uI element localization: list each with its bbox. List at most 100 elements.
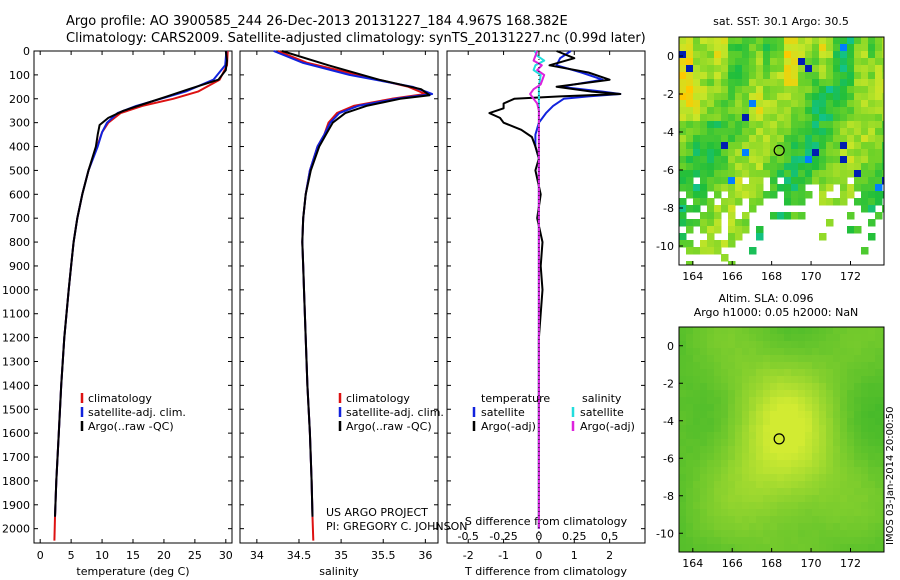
sst-cell xyxy=(784,156,792,164)
sla-cell xyxy=(791,404,799,412)
sst-cell xyxy=(847,72,855,80)
sst-cell xyxy=(819,142,827,150)
sla-cell xyxy=(756,418,764,426)
sst-cell xyxy=(784,149,792,157)
sla-cell xyxy=(728,516,736,524)
sst-cell xyxy=(770,51,778,59)
sst-cell xyxy=(728,79,736,87)
x-tick-label: 30 xyxy=(219,549,233,562)
sla-cell xyxy=(721,362,729,370)
sst-cell xyxy=(728,72,736,80)
sst-cell xyxy=(707,177,715,185)
sla-cell xyxy=(777,362,785,370)
sla-cell xyxy=(840,348,848,356)
sla-cell xyxy=(840,327,848,335)
sla-cell xyxy=(686,418,694,426)
sla-cell xyxy=(756,334,764,342)
sst-cell xyxy=(833,51,841,59)
x-tick-label: 0 xyxy=(535,549,542,562)
sla-cell xyxy=(784,544,792,552)
sla-cell xyxy=(693,327,701,335)
sst-cell xyxy=(798,121,806,129)
sla-cell xyxy=(784,404,792,412)
sst-cell xyxy=(707,240,715,248)
sla-cell xyxy=(847,390,855,398)
sla-cell xyxy=(686,474,694,482)
sst-cell xyxy=(791,149,799,157)
sst-cell xyxy=(714,65,722,73)
sla-cell xyxy=(798,544,806,552)
sla-cell xyxy=(763,523,771,531)
sst-cell xyxy=(854,79,862,87)
sst-cell xyxy=(700,184,708,192)
sla-cell xyxy=(714,362,722,370)
sst-cell xyxy=(728,114,736,122)
sla-cell xyxy=(735,495,743,503)
sla-cell xyxy=(714,425,722,433)
x-tick-label: 172 xyxy=(840,270,861,283)
sla-cell xyxy=(826,355,834,363)
sst-cell xyxy=(861,205,869,213)
sst-cell xyxy=(770,191,778,199)
sla-cell xyxy=(784,481,792,489)
sst-cell xyxy=(854,135,862,143)
sst-cell xyxy=(714,58,722,66)
sst-cell xyxy=(826,51,834,59)
y-tick-label: 1300 xyxy=(2,355,30,368)
sla-cell xyxy=(756,390,764,398)
sla-cell xyxy=(721,481,729,489)
sla-cell xyxy=(868,495,876,503)
sst-cell xyxy=(819,149,827,157)
sla-cell xyxy=(791,341,799,349)
sst-cell xyxy=(840,170,848,178)
sla-cell xyxy=(763,341,771,349)
sla-cell xyxy=(679,439,687,447)
sst-cell xyxy=(826,72,834,80)
sst-cell xyxy=(882,191,884,199)
sst-cell xyxy=(707,65,715,73)
sla-cell xyxy=(854,460,862,468)
sst-cell xyxy=(742,86,750,94)
y-tick-label: 600 xyxy=(9,188,30,201)
sla-cell xyxy=(714,341,722,349)
sla-cell xyxy=(707,334,715,342)
sla-cell xyxy=(833,327,841,335)
sst-cell xyxy=(854,184,862,192)
sst-cell xyxy=(812,93,820,101)
sst-cell xyxy=(868,233,876,241)
sla-cell xyxy=(840,502,848,510)
sst-cell xyxy=(847,93,855,101)
sla-cell xyxy=(693,516,701,524)
sla-cell xyxy=(868,327,876,335)
sst-cell xyxy=(721,205,729,213)
sst-cell xyxy=(714,156,722,164)
sla-cell xyxy=(728,537,736,545)
sla-cell xyxy=(868,397,876,405)
sla-cell xyxy=(763,432,771,440)
sla-cell xyxy=(798,509,806,517)
sla-cell xyxy=(798,516,806,524)
sla-cell xyxy=(721,523,729,531)
sst-cell xyxy=(714,212,722,220)
sla-cell xyxy=(693,530,701,538)
sla-cell xyxy=(868,390,876,398)
sla-cell xyxy=(679,460,687,468)
sla-cell xyxy=(854,418,862,426)
x-tick-label: 36 xyxy=(418,549,432,562)
sst-cell xyxy=(875,135,883,143)
sst-cell xyxy=(686,58,694,66)
sst-cell xyxy=(728,198,736,206)
sla-cell xyxy=(812,341,820,349)
sla-cell xyxy=(812,397,820,405)
sla-cell xyxy=(770,355,778,363)
sst-cell xyxy=(700,128,708,136)
sst-cell xyxy=(812,44,820,52)
sst-cell xyxy=(847,37,855,45)
sst-cell xyxy=(861,44,869,52)
sst-cell xyxy=(882,79,884,87)
sla-cell xyxy=(679,383,687,391)
sst-cell xyxy=(707,128,715,136)
sst-cell xyxy=(847,170,855,178)
sst-cell xyxy=(791,198,799,206)
sst-cell xyxy=(756,233,764,241)
